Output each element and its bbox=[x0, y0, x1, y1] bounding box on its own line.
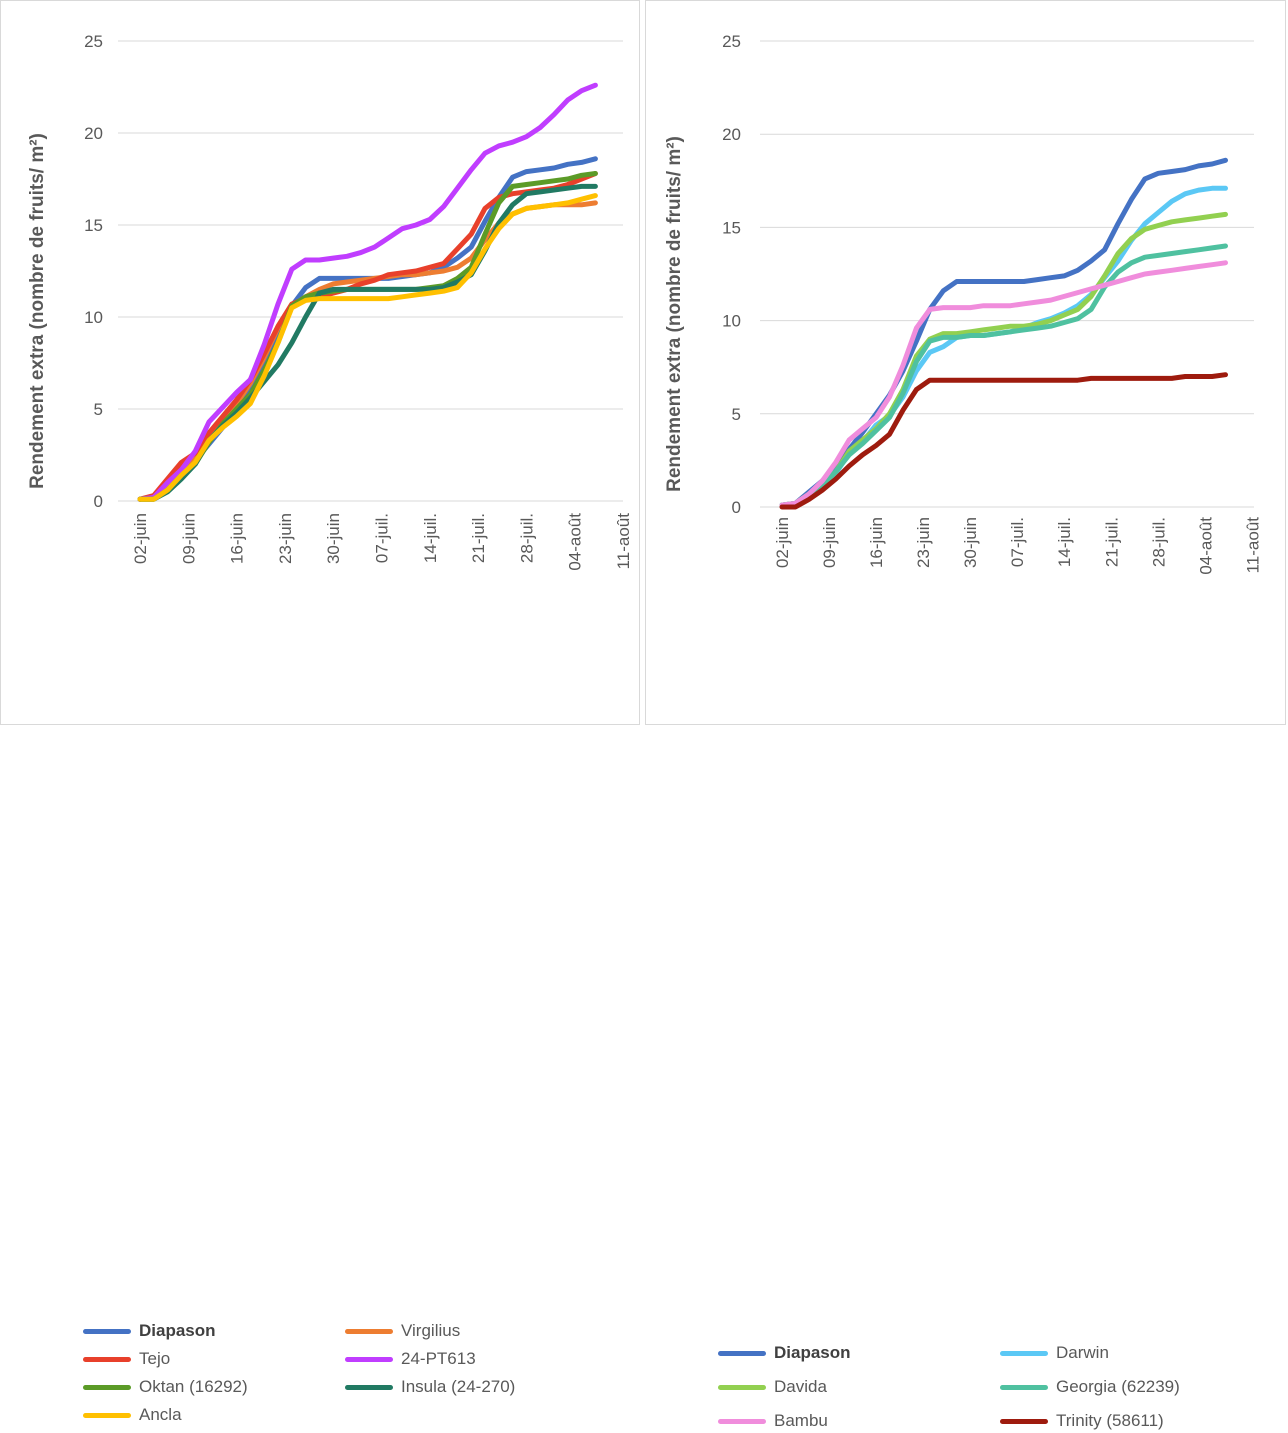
x-tick-label: 30-juin bbox=[324, 513, 343, 564]
legend-item: Ancla bbox=[83, 1403, 182, 1427]
y-tick-label: 5 bbox=[94, 400, 103, 419]
legend-label: Diapason bbox=[774, 1343, 851, 1362]
y-tick-label: 0 bbox=[732, 498, 741, 517]
legend-swatch bbox=[83, 1356, 131, 1362]
x-tick-label: 16-juin bbox=[228, 513, 247, 564]
x-tick-label: 02-juin bbox=[131, 513, 150, 564]
legend-label: Tejo bbox=[139, 1349, 171, 1368]
legend-label: Diapason bbox=[139, 1321, 216, 1340]
legend-swatch bbox=[83, 1412, 131, 1418]
series-line-trinity-58611 bbox=[779, 372, 1228, 510]
x-tick-label: 11-août bbox=[614, 513, 633, 570]
legend-label: Insula (24-270) bbox=[401, 1377, 516, 1396]
legend-swatch bbox=[718, 1350, 766, 1356]
x-tick-label: 28-juil. bbox=[1149, 517, 1168, 567]
legend-label: Georgia (62239) bbox=[1056, 1377, 1180, 1396]
legend-swatch bbox=[718, 1384, 766, 1390]
y-tick-label: 15 bbox=[722, 218, 741, 237]
legend-item: Diapason bbox=[718, 1341, 851, 1365]
line-chart-left: 0 5 10 15 20 25 02-juin 09-juin 16-juin 23-juin 30… bbox=[27, 32, 633, 571]
y-tick-label: 10 bbox=[84, 308, 103, 327]
x-tick-label: 21-juil. bbox=[1102, 517, 1121, 567]
legend-swatch bbox=[1000, 1418, 1048, 1424]
legend-item: Diapason bbox=[83, 1319, 216, 1343]
legend-swatch bbox=[1000, 1384, 1048, 1390]
y-tick-label: 10 bbox=[722, 312, 741, 331]
x-tick-label: 04-août bbox=[1196, 517, 1215, 575]
legend-label: Davida bbox=[774, 1377, 827, 1396]
y-axis-label: Rendement extra (nombre de fruits/ m²) bbox=[27, 133, 48, 489]
x-tick-label: 14-juil. bbox=[1055, 517, 1074, 567]
y-tick-label: 20 bbox=[84, 124, 103, 143]
series-line-bambu bbox=[779, 260, 1228, 508]
legend-label: Bambu bbox=[774, 1411, 828, 1430]
legend-item: Insula (24-270) bbox=[345, 1375, 515, 1399]
y-tick-label: 15 bbox=[84, 216, 103, 235]
legend-swatch bbox=[345, 1328, 393, 1334]
x-tick-label: 07-juil. bbox=[373, 513, 392, 563]
y-tick-label: 5 bbox=[732, 405, 741, 424]
x-tick-label: 16-juin bbox=[867, 517, 886, 568]
legend-label: Virgilius bbox=[401, 1321, 461, 1340]
legend-item: Tejo bbox=[83, 1347, 170, 1371]
x-tick-label: 14-juil. bbox=[421, 513, 440, 563]
legend-label: 24-PT613 bbox=[401, 1349, 476, 1368]
y-tick-label: 25 bbox=[722, 32, 741, 51]
legend-item: Darwin bbox=[1000, 1341, 1109, 1365]
x-tick-label: 02-juin bbox=[773, 517, 792, 568]
x-tick-label: 11-août bbox=[1243, 517, 1262, 574]
x-tick-label: 09-juin bbox=[820, 517, 839, 568]
y-tick-label: 25 bbox=[84, 32, 103, 51]
series-line-diapason bbox=[779, 157, 1228, 508]
y-tick-label: 20 bbox=[722, 125, 741, 144]
series-line-24-pt613 bbox=[137, 82, 598, 502]
x-tick-label: 28-juil. bbox=[517, 513, 536, 563]
legend-swatch bbox=[718, 1418, 766, 1424]
legend-item: Georgia (62239) bbox=[1000, 1375, 1180, 1399]
legend-swatch bbox=[345, 1356, 393, 1362]
legend-swatch bbox=[345, 1384, 393, 1390]
legend-swatch bbox=[83, 1328, 131, 1334]
legend-label: Ancla bbox=[139, 1405, 182, 1424]
series-line-davida bbox=[779, 211, 1228, 508]
x-tick-label: 23-juin bbox=[276, 513, 295, 564]
legend-item: Virgilius bbox=[345, 1319, 460, 1343]
legend-item: Trinity (58611) bbox=[1000, 1409, 1164, 1433]
chart-panel-left: 0 5 10 15 20 25 02-juin 09-juin 16-juin 23-juin 30… bbox=[0, 0, 640, 1424]
series-line-georgia-62239 bbox=[779, 243, 1228, 508]
x-tick-label: 09-juin bbox=[179, 513, 198, 564]
x-tick-label: 07-juil. bbox=[1008, 517, 1027, 567]
legend-item: Bambu bbox=[718, 1409, 828, 1433]
legend-swatch bbox=[1000, 1350, 1048, 1356]
x-tick-label: 04-août bbox=[566, 513, 585, 571]
x-tick-label: 30-juin bbox=[961, 517, 980, 568]
series-line-ancla bbox=[137, 193, 598, 502]
legend-item: 24-PT613 bbox=[345, 1347, 476, 1371]
series-line-tejo bbox=[137, 171, 598, 502]
legend-label: Trinity (58611) bbox=[1056, 1411, 1164, 1430]
legend-item: Oktan (16292) bbox=[83, 1375, 248, 1399]
series-line-insula-24-270 bbox=[137, 183, 598, 502]
y-tick-label: 0 bbox=[94, 492, 103, 511]
chart-panel-right: 0 5 10 15 20 25 02-juin 09-juin 16-juin 23-juin 30… bbox=[645, 0, 1286, 1430]
line-chart-right: 0 5 10 15 20 25 02-juin 09-juin 16-juin 23-juin 30… bbox=[664, 32, 1262, 575]
y-axis-label: Rendement extra (nombre de fruits/ m²) bbox=[664, 136, 685, 492]
legend-label: Darwin bbox=[1056, 1343, 1109, 1362]
legend-swatch bbox=[83, 1384, 131, 1390]
x-tick-label: 23-juin bbox=[914, 517, 933, 568]
x-tick-label: 21-juil. bbox=[469, 513, 488, 563]
legend-label: Oktan (16292) bbox=[139, 1377, 248, 1396]
legend-item: Davida bbox=[718, 1375, 827, 1399]
series-line-oktan-16292 bbox=[137, 171, 598, 502]
